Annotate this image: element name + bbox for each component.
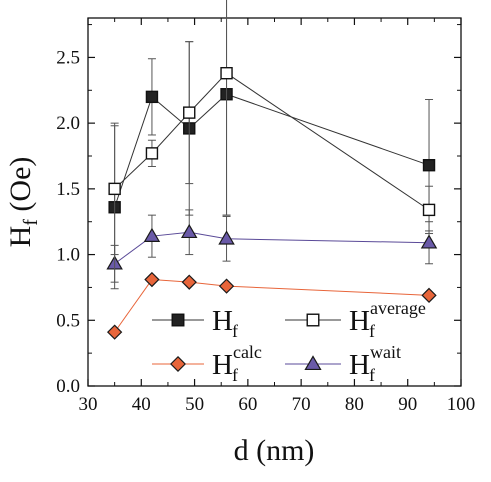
legend-label: Hwait — [349, 342, 401, 381]
data-point — [422, 203, 436, 217]
x-tick-label: 40 — [132, 394, 151, 415]
data-point — [180, 223, 198, 239]
svg-text:Hf (Oe): Hf (Oe) — [4, 157, 42, 248]
x-tick-label: 70 — [292, 394, 311, 415]
series-hf_wait — [106, 209, 438, 283]
series-line — [114, 231, 430, 265]
y-tick-label: 1.5 — [56, 179, 80, 200]
legend-label: H — [212, 305, 233, 337]
legend-label-sup: average — [370, 298, 426, 318]
legend-label-sub: f — [232, 365, 238, 385]
x-tick-label: 90 — [398, 394, 417, 415]
legend-label-main: H — [349, 349, 370, 381]
data-point — [143, 227, 161, 242]
data-point — [106, 324, 123, 340]
data-point — [145, 90, 159, 104]
axis-ticks: 30 40 50 60 70 80 90 100 0.0 0.5 1.0 1.5 2.0 2.5 — [56, 18, 475, 415]
y-tick-label: 2.0 — [56, 113, 80, 134]
y-tick-label: 2.5 — [56, 47, 80, 68]
y-axis-title-sub: f — [20, 219, 42, 226]
series-hf — [108, 0, 436, 290]
data-point — [218, 278, 235, 294]
data-point — [144, 271, 160, 288]
x-tick-label: 50 — [185, 394, 204, 415]
data-point — [220, 66, 233, 80]
legend-label: Haverage — [349, 298, 426, 337]
y-axis-title-unit: (Oe) — [4, 157, 37, 219]
legend-label-main: H — [212, 305, 233, 337]
data-point — [108, 182, 121, 196]
data-point — [183, 106, 196, 119]
x-tick-label: 30 — [79, 394, 98, 415]
series-line — [114, 93, 430, 208]
data-point — [421, 287, 437, 303]
data-point — [170, 356, 186, 372]
legend-label-sup: wait — [370, 342, 401, 362]
x-axis-title: d (nm) — [234, 434, 315, 467]
x-tick-label: 100 — [447, 394, 476, 415]
y-axis-title-main: H — [4, 226, 37, 248]
series-hf_calc — [106, 271, 437, 340]
series-layer — [106, 0, 438, 340]
legend-label-sub: f — [232, 321, 238, 341]
legend-label-main: H — [212, 349, 233, 381]
y-tick-label: 1.0 — [56, 245, 80, 266]
data-point — [306, 313, 320, 327]
y-axis-title: Hf (Oe) — [4, 157, 42, 248]
x-tick-label: 60 — [238, 394, 257, 415]
series-hf_average — [108, 0, 436, 256]
plot-area — [87, 17, 462, 387]
legend-label: Hcalc — [212, 342, 262, 381]
data-point — [422, 158, 436, 172]
data-point — [171, 313, 185, 327]
legend-label-sub: f — [369, 365, 375, 385]
series-line — [114, 72, 430, 211]
legend-label-main: H — [349, 305, 370, 337]
data-point — [181, 274, 197, 290]
y-tick-label: 0.5 — [56, 310, 80, 331]
y-tick-label: 0.0 — [56, 376, 80, 397]
data-point — [420, 234, 438, 249]
data-point — [145, 147, 159, 160]
legend-label-sub: f — [369, 321, 375, 341]
data-point — [304, 355, 322, 371]
x-tick-label: 80 — [345, 394, 364, 415]
data-point — [218, 230, 235, 245]
legend-label-sup: calc — [233, 342, 262, 362]
